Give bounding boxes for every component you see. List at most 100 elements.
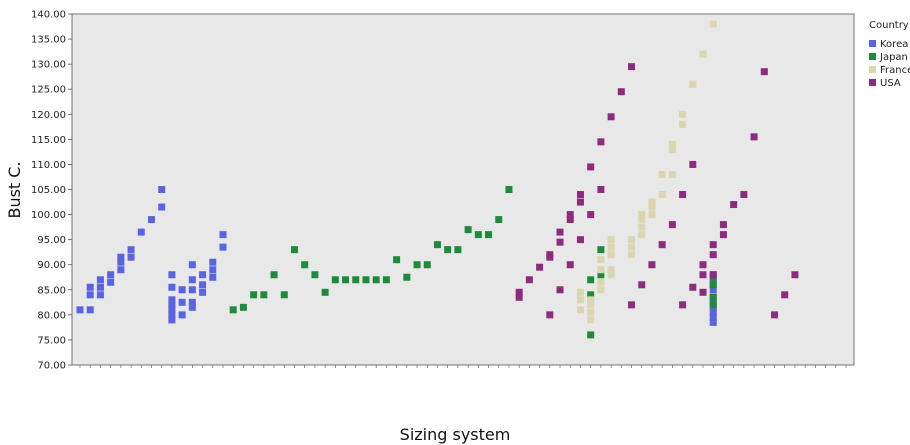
- point-japan: [597, 246, 605, 254]
- point-france: [648, 203, 656, 211]
- point-france: [679, 120, 687, 128]
- data-points: [76, 20, 799, 339]
- point-japan: [709, 301, 717, 309]
- point-japan: [250, 291, 258, 299]
- y-axis-ticks: 70.00 75.00 80.00 85.00 90.00 95.00 100.00 105.…: [31, 10, 72, 372]
- point-japan: [260, 291, 268, 299]
- point-usa: [515, 288, 523, 296]
- plot-area: [71, 13, 855, 366]
- point-korea: [178, 286, 186, 294]
- point-korea: [209, 273, 217, 281]
- point-korea: [709, 286, 717, 294]
- point-korea: [188, 298, 196, 306]
- point-korea: [147, 216, 155, 224]
- point-japan: [352, 276, 360, 284]
- point-korea: [137, 228, 145, 236]
- legend-swatch-japan: [869, 53, 876, 60]
- point-japan: [495, 216, 503, 224]
- point-france: [648, 198, 656, 206]
- point-japan: [413, 261, 421, 269]
- point-usa: [546, 251, 554, 259]
- point-korea: [117, 266, 125, 274]
- point-usa: [719, 221, 727, 229]
- point-korea: [168, 306, 176, 314]
- point-france: [607, 266, 615, 274]
- y-tick-label: 90.00: [37, 260, 66, 271]
- point-japan: [229, 306, 237, 314]
- point-japan: [709, 281, 717, 289]
- point-usa: [668, 221, 676, 229]
- point-usa: [730, 201, 738, 209]
- point-france: [607, 236, 615, 244]
- point-korea: [199, 271, 207, 279]
- point-france: [597, 266, 605, 274]
- point-france: [628, 251, 636, 259]
- point-usa: [628, 301, 636, 309]
- point-korea: [209, 258, 217, 266]
- point-japan: [709, 293, 717, 301]
- point-japan: [403, 273, 411, 281]
- point-usa: [699, 271, 707, 279]
- y-tick-label: 105.00: [31, 185, 66, 196]
- y-tick-label: 130.00: [31, 60, 66, 71]
- point-usa: [740, 191, 748, 199]
- legend-label-usa: USA: [880, 78, 901, 89]
- point-korea: [219, 231, 227, 239]
- point-france: [668, 170, 676, 178]
- point-france: [597, 256, 605, 264]
- point-korea: [96, 276, 104, 284]
- y-tick-label: 80.00: [37, 310, 66, 321]
- point-france: [658, 191, 666, 199]
- point-korea: [117, 253, 125, 261]
- point-france: [587, 301, 595, 309]
- point-usa: [597, 186, 605, 193]
- point-usa: [556, 238, 564, 246]
- legend-label-japan: Japan: [879, 52, 908, 63]
- legend-label-france: France: [880, 65, 910, 76]
- point-korea: [168, 271, 176, 279]
- point-korea: [178, 298, 186, 306]
- point-usa: [576, 236, 584, 244]
- point-france: [587, 316, 595, 324]
- y-tick-label: 95.00: [37, 235, 66, 246]
- point-usa: [597, 138, 605, 146]
- point-korea: [188, 276, 196, 284]
- point-france: [576, 288, 584, 296]
- point-japan: [393, 256, 401, 264]
- point-usa: [750, 133, 758, 141]
- point-usa: [546, 311, 554, 319]
- point-usa: [658, 241, 666, 249]
- point-france: [607, 271, 615, 279]
- point-japan: [505, 186, 513, 193]
- point-france: [668, 145, 676, 153]
- point-japan: [464, 226, 472, 234]
- point-france: [587, 308, 595, 316]
- point-japan: [474, 231, 482, 239]
- point-usa: [576, 191, 584, 199]
- y-tick-label: 115.00: [31, 135, 66, 146]
- point-korea: [188, 303, 196, 311]
- point-japan: [372, 276, 380, 284]
- point-japan: [454, 246, 462, 254]
- point-japan: [280, 291, 288, 299]
- point-usa: [617, 88, 625, 96]
- point-usa: [628, 63, 636, 71]
- y-axis-title: Bust C.: [5, 161, 24, 218]
- point-usa: [760, 68, 768, 76]
- point-korea: [168, 301, 176, 309]
- point-japan: [311, 271, 319, 279]
- point-france: [638, 211, 646, 219]
- point-korea: [188, 286, 196, 294]
- point-korea: [127, 246, 135, 254]
- point-france: [587, 296, 595, 304]
- point-korea: [96, 291, 104, 299]
- y-tick-label: 75.00: [37, 335, 66, 346]
- point-usa: [709, 251, 717, 259]
- point-france: [709, 20, 717, 28]
- point-usa: [556, 228, 564, 236]
- point-france: [576, 296, 584, 304]
- point-france: [628, 236, 636, 244]
- point-japan: [331, 276, 339, 284]
- point-korea: [107, 278, 115, 286]
